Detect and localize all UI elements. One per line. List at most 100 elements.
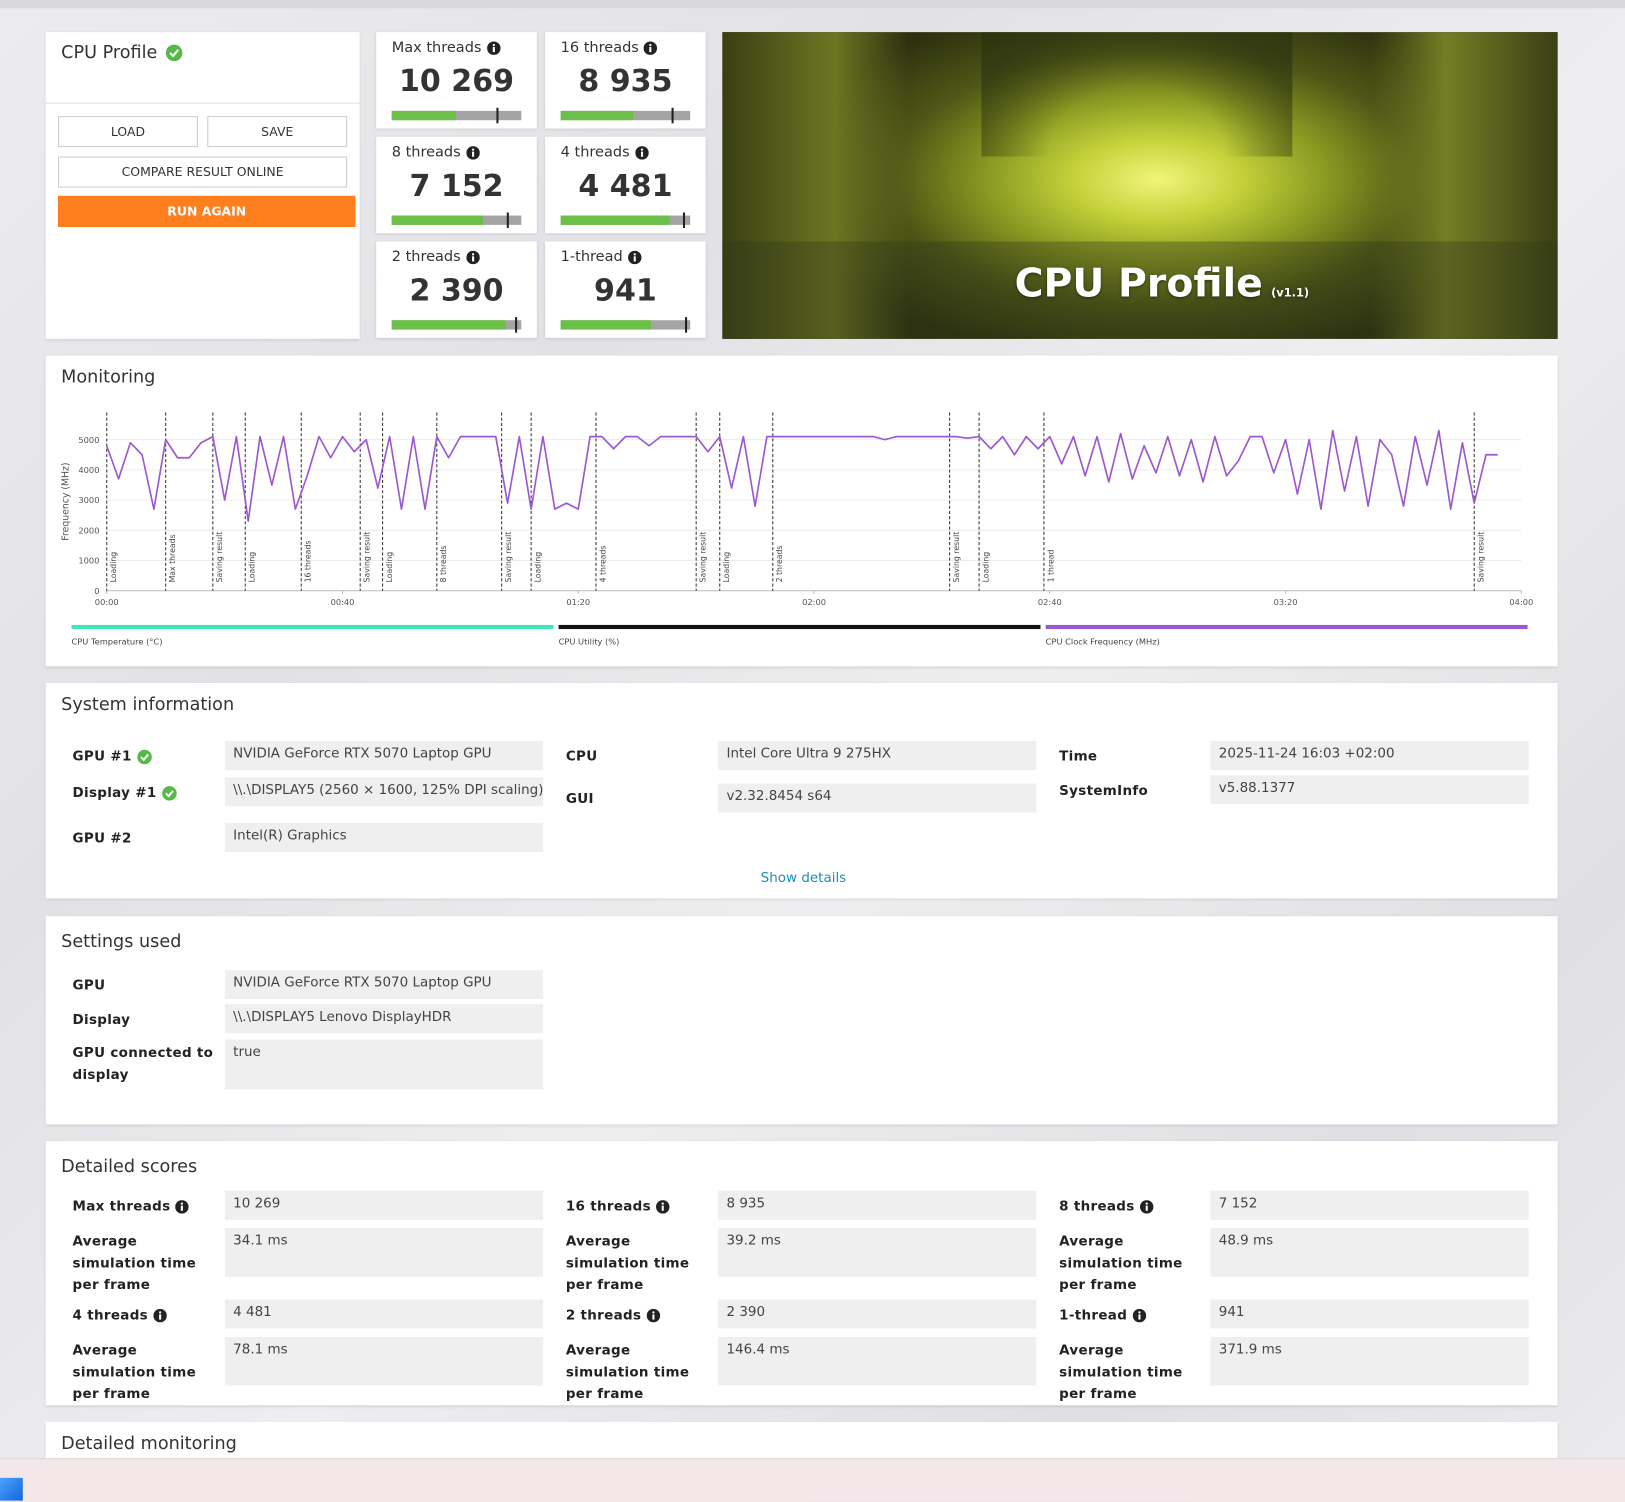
show-details-link[interactable]: Show details — [760, 870, 847, 887]
top-strip — [0, 0, 1625, 9]
phase-label: Saving result — [952, 532, 961, 583]
info-stem — [1145, 1205, 1148, 1211]
score-value: 7 152 — [409, 167, 504, 204]
row-label-text: Display — [72, 1011, 131, 1028]
score-value: 2 390 — [409, 272, 504, 308]
row-label: GPU connected to display — [73, 1043, 218, 1087]
row-value: Intel Core Ultra 9 275HX — [718, 740, 1037, 771]
y-tick-label: 0 — [94, 586, 99, 596]
score-bar-marker — [496, 107, 499, 124]
info-icon — [656, 1199, 670, 1214]
row-label-text: GUI — [565, 791, 594, 807]
score-label-row: 4 threads — [561, 144, 649, 161]
row-value: 371.9 ms — [1210, 1336, 1529, 1386]
score-value: 941 — [594, 272, 657, 308]
row-label-text: GPU connected to display — [72, 1045, 214, 1083]
info-dot — [492, 43, 495, 46]
row-label-text: SystemInfo — [1059, 782, 1149, 799]
score-bar-marker — [671, 107, 674, 124]
detailed-monitoring-heading: Detailed monitoring — [61, 1433, 237, 1454]
score-value: 4 481 — [578, 167, 673, 204]
phase-label: Saving result — [504, 532, 513, 583]
row-value: true — [224, 1039, 544, 1090]
hero-title-row: CPU Profile (v1.1) — [1015, 260, 1310, 306]
load-button[interactable]: LOAD — [58, 116, 198, 148]
divider — [45, 102, 360, 104]
info-stem — [492, 46, 495, 52]
score-bar-fill — [391, 110, 456, 121]
row-label: 1-thread — [1059, 1304, 1204, 1326]
row-label-text: 16 threads — [565, 1198, 651, 1215]
info-stem — [1138, 1313, 1141, 1320]
row-label: GUI — [566, 788, 711, 810]
score-value: 8 935 — [578, 63, 673, 99]
score-label: 8 threads — [391, 144, 461, 161]
row-label: Average simulation time per frame — [1059, 1340, 1204, 1405]
run-again-button[interactable]: RUN AGAIN — [58, 195, 356, 227]
taskbar-icon[interactable] — [0, 1477, 23, 1501]
x-tick-label: 01:20 — [566, 597, 590, 607]
phase-label: Saving result — [363, 532, 372, 583]
x-tick-label: 03:20 — [1274, 597, 1298, 607]
info-icon — [1139, 1199, 1154, 1214]
check-circle — [137, 749, 152, 764]
phase-label: Loading — [385, 552, 394, 583]
info-stem — [661, 1205, 664, 1211]
check-mark — [140, 753, 150, 761]
row-label: Average simulation time per frame — [1059, 1231, 1204, 1296]
row-label-text: Average simulation time per frame — [565, 1234, 690, 1294]
row-label-text: 4 threads — [72, 1307, 148, 1323]
hero-title: CPU Profile — [1014, 260, 1263, 306]
hero-image: CPU Profile (v1.1) — [722, 32, 1558, 339]
score-label-row: 2 threads — [391, 248, 480, 266]
row-value: NVIDIA GeForce RTX 5070 Laptop GPU — [224, 740, 544, 771]
row-label: Display — [73, 1009, 218, 1031]
info-icon — [627, 250, 642, 264]
legend-label: CPU Clock Frequency (MHz) — [1046, 637, 1160, 647]
x-tick-label: 02:00 — [802, 597, 826, 607]
score-label-row: 16 threads — [561, 39, 658, 56]
check-icon — [165, 44, 183, 62]
row-value: 34.1 ms — [224, 1228, 544, 1277]
info-stem — [181, 1205, 184, 1211]
info-dot — [1137, 1310, 1141, 1314]
settings-heading: Settings used — [61, 931, 182, 953]
info-icon — [175, 1199, 190, 1214]
score-label-row: Max threads — [391, 39, 501, 56]
monitoring-heading: Monitoring — [61, 366, 156, 388]
score-value: 10 269 — [398, 63, 515, 99]
monitoring-chart: 0 1000 2000 3000 4000 5000 00:00 00:40 01:20 02:0… — [60, 412, 1533, 647]
phase-label: Loading — [533, 552, 542, 583]
row-value: NVIDIA GeForce RTX 5070 Laptop GPU — [224, 970, 544, 1000]
row-value: \\.\DISPLAY5 Lenovo DisplayHDR — [224, 1004, 544, 1034]
row-label-text: CPU — [565, 748, 598, 765]
info-stem — [471, 255, 474, 261]
info-dot — [471, 147, 474, 151]
x-tick-label: 04:00 — [1509, 597, 1533, 607]
row-label: Average simulation time per frame — [73, 1231, 218, 1296]
y-axis-label: Frequency (MHz) — [60, 462, 71, 540]
row-label: 8 threads — [1059, 1195, 1204, 1217]
info-dot — [181, 1201, 184, 1205]
legend-swatch — [1045, 624, 1528, 630]
compare-button[interactable]: COMPARE RESULT ONLINE — [58, 156, 348, 188]
hero-arch — [981, 32, 1293, 157]
row-value: 39.2 ms — [718, 1228, 1037, 1277]
check-icon — [162, 785, 177, 801]
score-label: 2 threads — [391, 248, 461, 266]
score-card: 1-thread 941 — [545, 241, 706, 338]
info-icon — [644, 40, 658, 55]
row-label-text: GPU #2 — [72, 830, 132, 847]
info-dot — [640, 147, 643, 151]
score-bar-fill — [560, 110, 634, 121]
info-icon — [1132, 1308, 1146, 1322]
row-label-text: Average simulation time per frame — [565, 1343, 690, 1403]
info-dot — [471, 252, 474, 255]
hero-pillar — [1371, 32, 1558, 339]
score-label: Max threads — [391, 39, 482, 56]
score-card: Max threads 10 269 — [376, 32, 537, 129]
row-label: GPU #2 — [73, 828, 218, 850]
row-value: 48.9 ms — [1210, 1228, 1529, 1277]
row-value: 941 — [1210, 1299, 1529, 1329]
save-button[interactable]: SAVE — [207, 116, 348, 148]
